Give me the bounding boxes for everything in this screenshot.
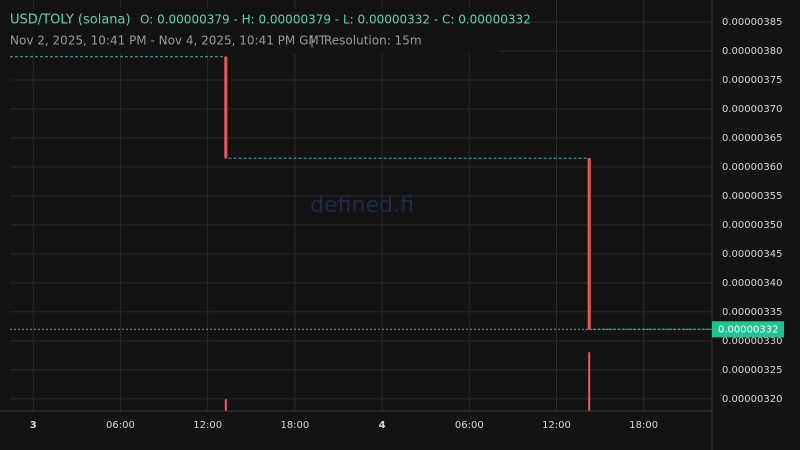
y-tick-label: 0.00000345: [722, 249, 782, 260]
ohlc: O: 0.00000379 - H: 0.00000379 - L: 0.000…: [140, 13, 531, 27]
x-tick-label: 06:00: [106, 420, 135, 431]
candle-body: [587, 158, 591, 330]
pair-title: USD/TOLY (solana): [10, 13, 131, 28]
y-tick-label: 0.00000320: [722, 394, 782, 405]
y-tick-label: 0.00000360: [722, 162, 782, 173]
y-tick-label: 0.00000335: [722, 307, 782, 318]
y-tick-label: 0.00000350: [722, 220, 782, 231]
x-tick-label: 06:00: [455, 420, 484, 431]
y-tick-label: 0.00000330: [722, 336, 782, 347]
volume-bar: [224, 399, 227, 411]
x-tick-label: 4: [379, 420, 386, 431]
price-line: [10, 56, 712, 330]
last-price-box: [712, 321, 784, 338]
candle-body: [224, 56, 228, 159]
y-tick-label: 0.00000355: [722, 191, 782, 202]
y-tick-label: 0.00000365: [722, 133, 782, 144]
watermark: defined.fi: [310, 193, 414, 218]
resolution: Resolution: 15m: [324, 34, 422, 48]
y-tick-label: 0.00000375: [722, 75, 782, 86]
last-price-label: 0.00000332: [718, 324, 778, 335]
subtitle: Nov 2, 2025, 10:41 PM - Nov 4, 2025, 10:…: [10, 34, 327, 48]
separator: |: [310, 34, 314, 48]
y-tick-label: 0.00000385: [722, 17, 782, 28]
x-tick-label: 18:00: [280, 420, 309, 431]
x-tick-label: 3: [30, 420, 37, 431]
y-tick-label: 0.00000380: [722, 46, 782, 57]
x-tick-label: 12:00: [193, 420, 222, 431]
x-tick-label: 18:00: [629, 420, 658, 431]
y-tick-label: 0.00000325: [722, 365, 782, 376]
volume-bar: [588, 352, 591, 411]
legend-bg: [6, 8, 498, 54]
x-tick-label: 12:00: [542, 420, 571, 431]
y-tick-label: 0.00000370: [722, 104, 782, 115]
y-tick-label: 0.00000340: [722, 278, 782, 289]
